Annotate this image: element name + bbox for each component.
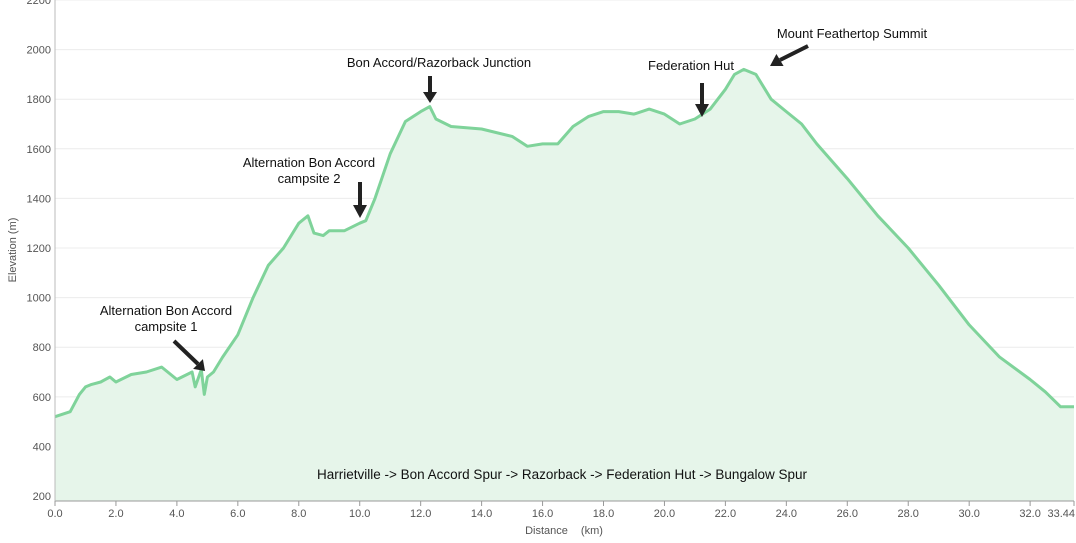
x-axis-title: Distance (km) [525, 525, 603, 537]
annotation-label: Alternation Bon Accord campsite 1 [100, 303, 232, 334]
y-axis-title: Elevation (m) [7, 218, 19, 283]
x-tick-label: 30.0 [958, 508, 979, 520]
y-tick-label: 600 [33, 392, 51, 404]
x-tick-label: 14.0 [471, 508, 492, 520]
route-label: Harrietville -> Bon Accord Spur -> Razor… [317, 467, 807, 482]
x-tick-label: 0.0 [47, 508, 62, 520]
x-tick-label: 2.0 [108, 508, 123, 520]
x-tick-label: 20.0 [654, 508, 675, 520]
arrow-head-icon [695, 104, 709, 117]
annotations: Alternation Bon Accord campsite 1Alternat… [100, 26, 928, 371]
x-axis-label: Distance [525, 525, 568, 537]
annotation: Alternation Bon Accord campsite 1 [100, 303, 232, 371]
arrow-head-icon [193, 359, 205, 371]
x-tick-labels: 0.0 2.0 4.0 6.0 8.0 10.0 12.0 14.0 16.0 18.0 20.0 2… [47, 508, 1075, 520]
y-tick-label: 2200 [27, 0, 51, 7]
x-tick-label: 8.0 [291, 508, 306, 520]
annotation: Mount Feathertop Summit [770, 26, 928, 66]
annotation-label: Federation Hut [648, 58, 734, 73]
annotation: Federation Hut [648, 58, 734, 117]
annotation-line: Bon Accord/Razorback Junction [347, 55, 531, 70]
annotation-line: Alternation Bon Accord [100, 303, 232, 318]
annotation: Alternation Bon Accord campsite 2 [243, 155, 375, 218]
x-tick-label: 10.0 [349, 508, 370, 520]
x-tick-label: 32.0 [1019, 508, 1040, 520]
y-tick-label: 1800 [27, 94, 51, 106]
annotation-line: Alternation Bon Accord [243, 155, 375, 170]
x-tick-label: 6.0 [230, 508, 245, 520]
elevation-line [54, 67, 1074, 419]
annotation-label: Mount Feathertop Summit [777, 26, 928, 41]
x-tick-label: 22.0 [715, 508, 736, 520]
y-tick-label: 400 [33, 441, 51, 453]
y-tick-label: 800 [33, 342, 51, 354]
annotation-line: Federation Hut [648, 58, 734, 73]
y-tick-label: 200 [33, 491, 51, 503]
elevation-area [55, 69, 1074, 502]
annotation-arrow-shaft [779, 44, 809, 62]
annotation-label: Alternation Bon Accord campsite 2 [243, 155, 375, 186]
arrow-head-icon [770, 54, 784, 66]
annotation-line: Mount Feathertop Summit [777, 26, 928, 41]
arrow-head-icon [423, 92, 437, 103]
annotation-label: Bon Accord/Razorback Junction [347, 55, 531, 70]
x-tick-label: 16.0 [532, 508, 553, 520]
x-tick-label: 28.0 [898, 508, 919, 520]
y-tick-label: 1600 [27, 144, 51, 156]
x-tick-label: 33.44 [1047, 508, 1075, 520]
y-tick-label: 1000 [27, 293, 51, 305]
x-axis-unit: (km) [581, 525, 603, 537]
annotation: Bon Accord/Razorback Junction [347, 55, 531, 103]
arrow-head-icon [353, 205, 367, 218]
y-tick-label: 2000 [27, 45, 51, 57]
x-tick-label: 18.0 [593, 508, 614, 520]
annotation-arrow-shaft [172, 339, 200, 366]
y-tick-label: 1400 [27, 193, 51, 205]
x-tick-label: 4.0 [169, 508, 184, 520]
x-tick-label: 26.0 [837, 508, 858, 520]
y-tick-labels: 200 400 600 800 1000 1200 1400 1600 1800 2000 2200 [27, 0, 51, 503]
y-tick-label: 1200 [27, 243, 51, 255]
annotation-line: campsite 1 [135, 319, 198, 334]
x-tick-marks [54, 501, 1075, 506]
x-tick-label: 24.0 [776, 508, 797, 520]
annotation-line: campsite 2 [278, 171, 341, 186]
x-tick-label: 12.0 [410, 508, 431, 520]
